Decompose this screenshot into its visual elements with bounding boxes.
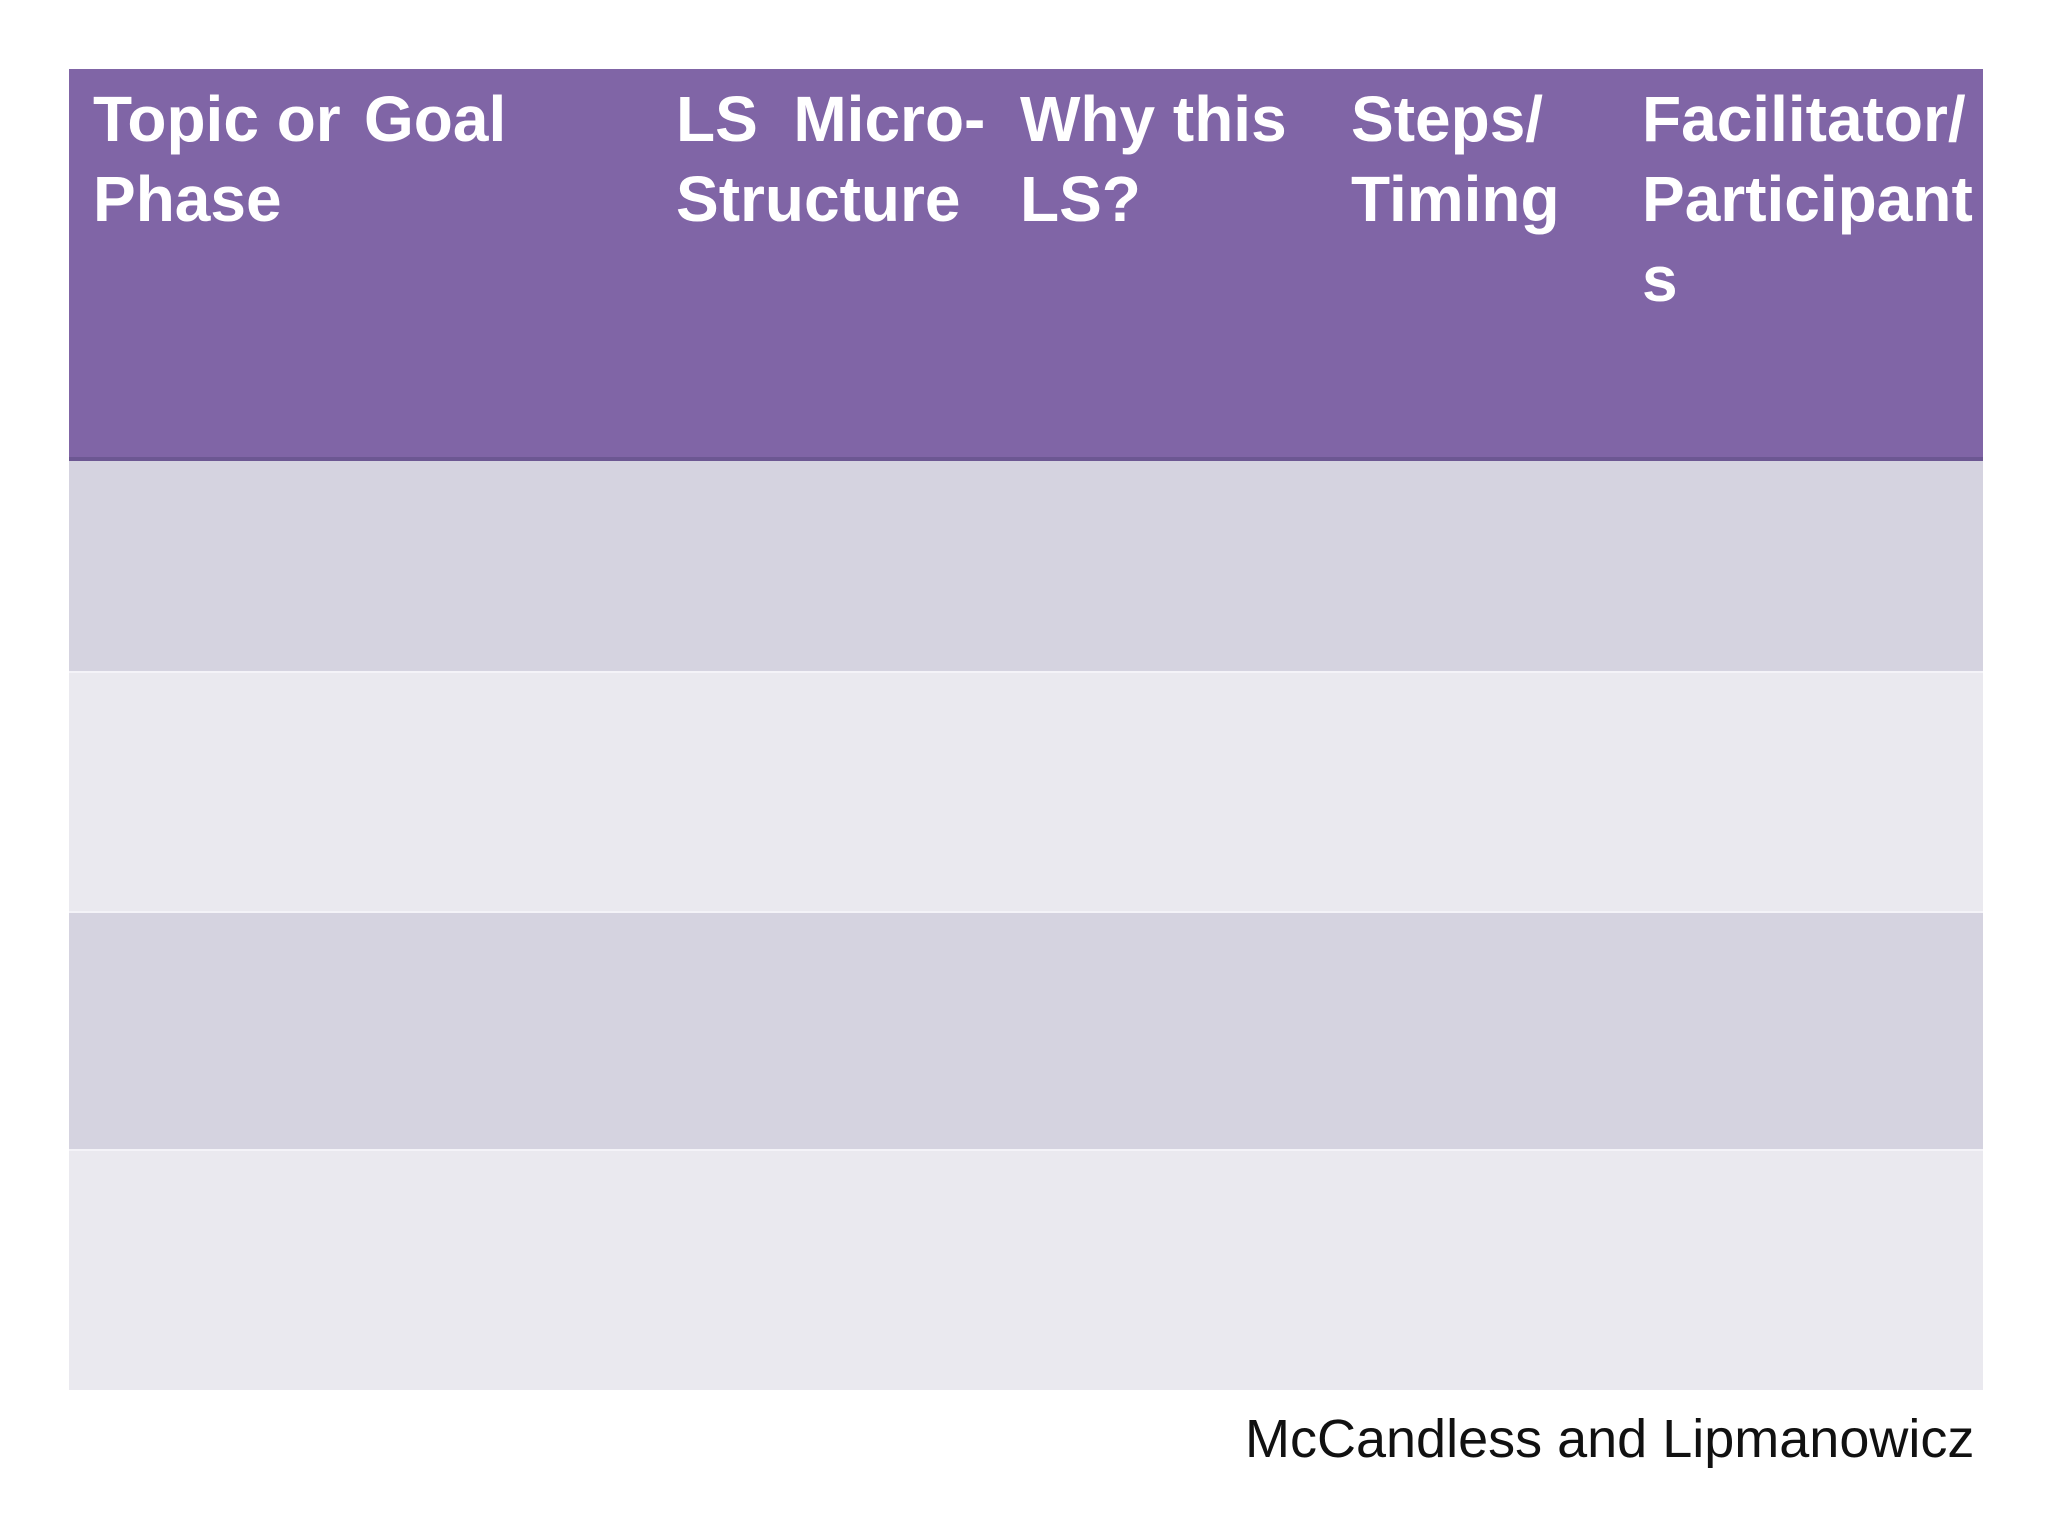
table-cell bbox=[1327, 459, 1618, 672]
table-cell bbox=[652, 459, 996, 672]
table-cell bbox=[1618, 1149, 1983, 1390]
table-row bbox=[69, 671, 1983, 912]
table-row bbox=[69, 459, 1983, 672]
table-row bbox=[69, 1149, 1983, 1390]
table-row bbox=[69, 911, 1983, 1150]
table-cell bbox=[652, 1149, 996, 1390]
table-cell bbox=[69, 459, 340, 672]
table-cell bbox=[69, 911, 340, 1150]
table-cell bbox=[340, 459, 652, 672]
table-cell bbox=[996, 459, 1327, 672]
credit-text: McCandless and Lipmanowicz bbox=[1245, 1409, 1975, 1469]
table-cell bbox=[69, 1149, 340, 1390]
table-cell bbox=[996, 1149, 1327, 1390]
table-cell bbox=[340, 1149, 652, 1390]
table-cell bbox=[996, 911, 1327, 1150]
table-cell bbox=[69, 671, 340, 912]
table-cell bbox=[1327, 671, 1618, 912]
column-header-ls-micro-structure: LS Micro- Structure bbox=[652, 69, 996, 461]
table-cell bbox=[1618, 911, 1983, 1150]
table-cell bbox=[1327, 1149, 1618, 1390]
column-header-steps-timing: Steps/ Timing bbox=[1327, 69, 1618, 461]
table-cell bbox=[996, 671, 1327, 912]
column-header-facilitator-participants: Facilitator/ Participant s bbox=[1618, 69, 1983, 461]
column-header-goal: Goal bbox=[340, 69, 652, 461]
header-row: Topic or Phase Goal LS Micro- Structure … bbox=[69, 69, 1983, 461]
table-cell bbox=[340, 671, 652, 912]
table-cell bbox=[652, 911, 996, 1150]
column-header-topic-or-phase: Topic or Phase bbox=[69, 69, 340, 461]
column-header-why-this-ls: Why this LS? bbox=[996, 69, 1327, 461]
planning-table: Topic or Phase Goal LS Micro- Structure … bbox=[69, 69, 1983, 1390]
table-cell bbox=[652, 671, 996, 912]
table-cell bbox=[1618, 671, 1983, 912]
table-cell bbox=[1327, 911, 1618, 1150]
table-cell bbox=[1618, 459, 1983, 672]
table-cell bbox=[340, 911, 652, 1150]
